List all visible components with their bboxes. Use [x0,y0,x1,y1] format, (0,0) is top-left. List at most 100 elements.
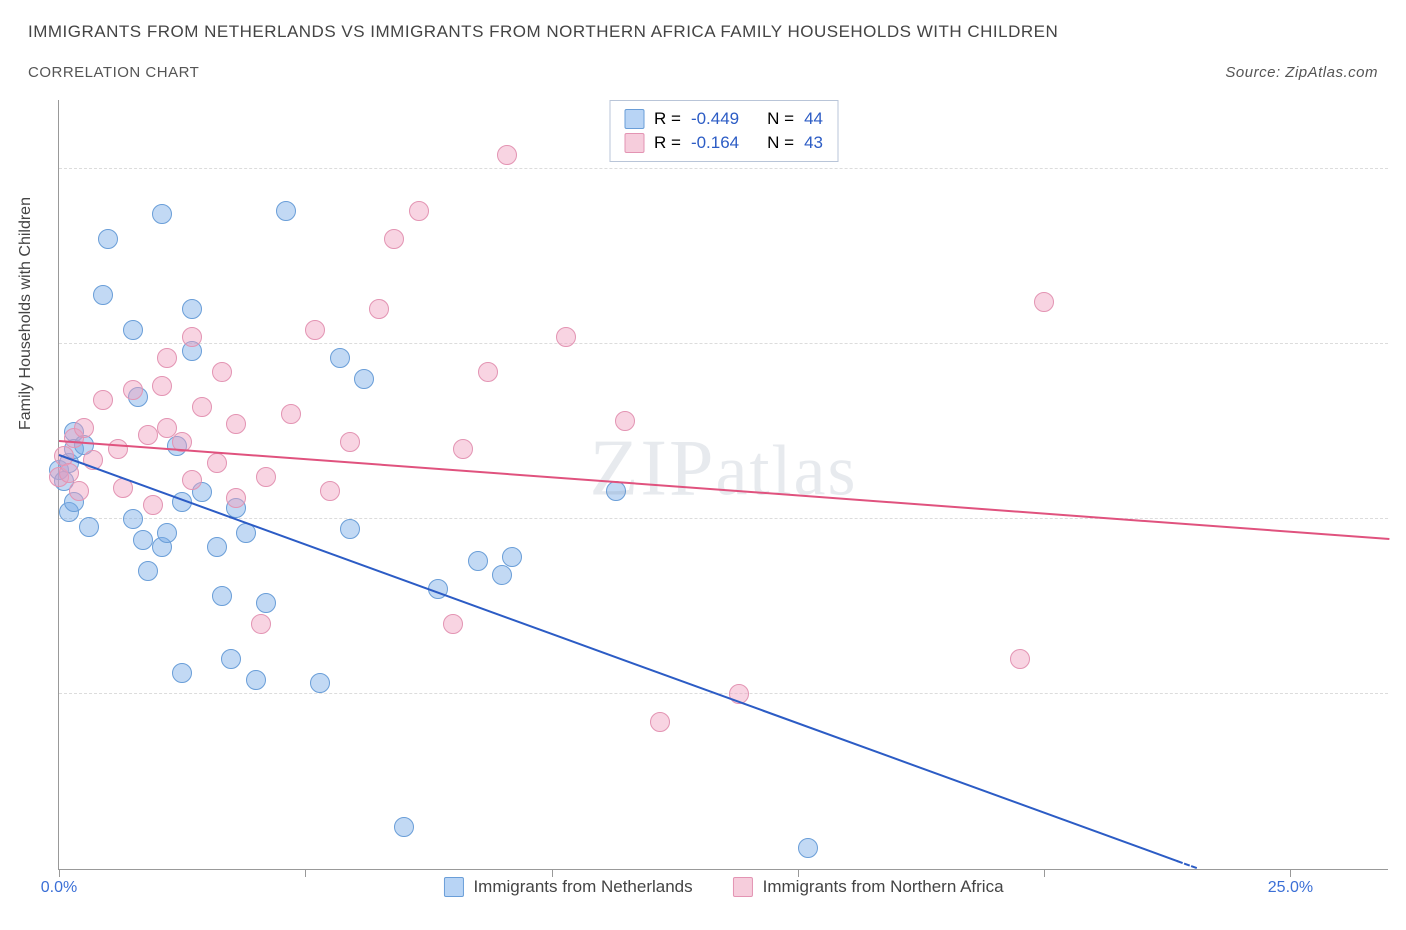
scatter-point [182,470,202,490]
scatter-point [123,380,143,400]
legend-N-label: N = [767,107,794,131]
y-tick-label: 50.0% [1398,142,1406,160]
scatter-point [1010,649,1030,669]
scatter-point [212,586,232,606]
scatter-point [310,673,330,693]
scatter-point [256,467,276,487]
scatter-point [207,453,227,473]
scatter-point [556,327,576,347]
scatter-point [478,362,498,382]
legend-swatch [733,877,753,897]
x-tick [59,869,60,877]
legend-series-label: Immigrants from Netherlands [473,877,692,897]
scatter-point [143,495,163,515]
scatter-point [615,411,635,431]
scatter-point [492,565,512,585]
legend-N-value: 43 [804,131,823,155]
scatter-point [79,517,99,537]
scatter-point [276,201,296,221]
chart-title: IMMIGRANTS FROM NETHERLANDS VS IMMIGRANT… [28,22,1058,42]
scatter-point [69,481,89,501]
scatter-point [330,348,350,368]
legend-N-value: 44 [804,107,823,131]
scatter-point [650,712,670,732]
scatter-point [443,614,463,634]
y-tick-label: 12.5% [1398,667,1406,685]
legend-swatch [624,109,644,129]
scatter-point [320,481,340,501]
scatter-point [246,670,266,690]
legend-stat-row: R = -0.449 N = 44 [624,107,823,131]
scatter-point [59,463,79,483]
scatter-point [157,523,177,543]
scatter-point [606,481,626,501]
x-tick [1044,869,1045,877]
correlation-legend: R = -0.449 N = 44 R = -0.164 N = 43 [609,100,838,162]
y-tick-label: 37.5% [1398,317,1406,335]
scatter-point [1034,292,1054,312]
scatter-point [409,201,429,221]
legend-series-item: Immigrants from Northern Africa [733,877,1004,897]
legend-N-label: N = [767,131,794,155]
scatter-point [251,614,271,634]
scatter-point [93,390,113,410]
scatter-point [133,530,153,550]
x-tick-label: 25.0% [1268,879,1313,897]
scatter-point [354,369,374,389]
x-tick [305,869,306,877]
series-legend: Immigrants from Netherlands Immigrants fr… [443,877,1003,897]
scatter-point [305,320,325,340]
source-attribution: Source: ZipAtlas.com [1225,64,1378,81]
scatter-point [369,299,389,319]
trend-line [59,440,1389,540]
scatter-point [152,376,172,396]
scatter-point [123,509,143,529]
legend-R-label: R = [654,131,681,155]
scatter-point [497,145,517,165]
gridline [59,168,1388,169]
scatter-point [182,327,202,347]
x-tick [1290,869,1291,877]
x-tick-label: 0.0% [41,879,77,897]
scatter-point [226,414,246,434]
scatter-plot: ZIPatlas R =-0.449N =44R =-0.164N =43 Im… [58,100,1388,870]
gridline [59,693,1388,694]
y-axis-label: Family Households with Children [17,197,35,430]
scatter-point [108,439,128,459]
scatter-point [212,362,232,382]
legend-series-label: Immigrants from Northern Africa [763,877,1004,897]
scatter-point [502,547,522,567]
legend-R-value: -0.164 [691,131,739,155]
scatter-point [384,229,404,249]
legend-R-value: -0.449 [691,107,739,131]
scatter-point [123,320,143,340]
scatter-point [182,299,202,319]
legend-R-label: R = [654,107,681,131]
scatter-point [172,663,192,683]
legend-stat-row: R = -0.164 N = 43 [624,131,823,155]
scatter-point [152,204,172,224]
watermark: ZIPatlas [590,424,858,515]
scatter-point [453,439,473,459]
scatter-point [226,488,246,508]
scatter-point [281,404,301,424]
chart-subtitle: CORRELATION CHART [28,64,199,81]
gridline [59,518,1388,519]
legend-series-item: Immigrants from Netherlands [443,877,692,897]
scatter-point [340,519,360,539]
scatter-point [207,537,227,557]
scatter-point [468,551,488,571]
scatter-point [192,397,212,417]
scatter-point [93,285,113,305]
legend-swatch [443,877,463,897]
y-tick-label: 25.0% [1398,492,1406,510]
x-tick [798,869,799,877]
scatter-point [157,348,177,368]
gridline [59,343,1388,344]
scatter-point [221,649,241,669]
scatter-point [798,838,818,858]
trend-line [1177,860,1197,869]
scatter-point [340,432,360,452]
scatter-point [394,817,414,837]
subtitle-row: CORRELATION CHART Source: ZipAtlas.com [28,64,1378,81]
